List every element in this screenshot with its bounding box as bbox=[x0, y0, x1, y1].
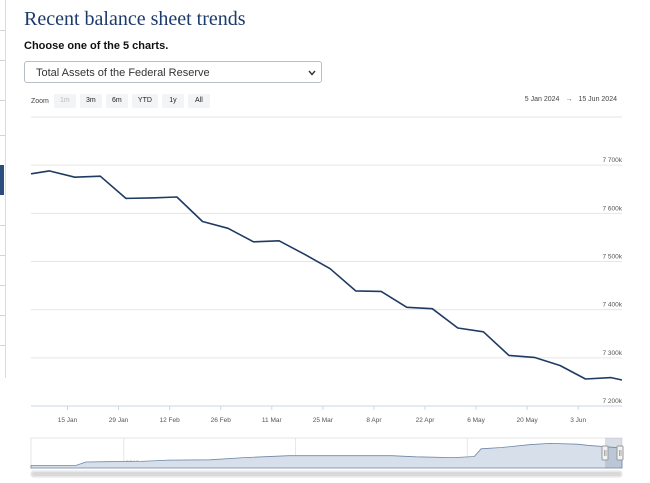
x-axis-labels: 15 Jan 29 Jan 12 Feb 26 Feb 11 Mar 25 Mar 8 Ap… bbox=[58, 406, 587, 424]
navigator-handle-right[interactable] bbox=[616, 445, 624, 461]
navigator-handle-left[interactable] bbox=[601, 445, 609, 461]
series-line bbox=[30, 170, 623, 381]
rail-tick bbox=[0, 100, 5, 101]
chevron-down-icon bbox=[308, 70, 316, 76]
rail-tick bbox=[0, 225, 5, 226]
y-tick-label: 7 200k bbox=[602, 398, 622, 405]
zoom-6m-button[interactable]: 6m bbox=[105, 94, 128, 108]
chart-select-value: Total Assets of the Federal Reserve bbox=[36, 67, 210, 79]
rail-tick bbox=[0, 285, 5, 286]
x-tick-label: 8 Apr bbox=[366, 417, 382, 424]
page-title: Recent balance sheet trends bbox=[24, 8, 246, 30]
zoom-label: Zoom bbox=[31, 97, 49, 105]
x-tick-label: 15 Jan bbox=[58, 417, 78, 424]
chart-select[interactable]: Total Assets of the Federal Reserve bbox=[24, 61, 322, 83]
navigator-mask bbox=[605, 438, 622, 468]
zoom-all-button[interactable]: All bbox=[187, 94, 210, 108]
range-from[interactable]: 5 Jan 2024 bbox=[524, 96, 560, 103]
x-tick-label: 3 Jun bbox=[570, 417, 586, 424]
date-range: 5 Jan 2024 → 15 Jun 2024 bbox=[525, 96, 617, 103]
x-tick-label: 26 Feb bbox=[211, 417, 232, 424]
zoom-1y-button[interactable]: 1y bbox=[161, 94, 184, 108]
x-tick-label: 11 Mar bbox=[262, 417, 283, 424]
navigator-area bbox=[30, 442, 623, 469]
grid-layer bbox=[31, 116, 622, 407]
rail-active-indicator bbox=[0, 165, 4, 195]
x-tick-label: 22 Apr bbox=[416, 417, 436, 424]
rail-tick bbox=[0, 60, 5, 61]
rail-tick bbox=[0, 315, 5, 316]
y-tick-label: 7 300k bbox=[602, 350, 622, 357]
rail-tick bbox=[0, 345, 5, 346]
zoom-ytd-button[interactable]: YTD bbox=[131, 94, 158, 108]
y-tick-label: 7 400k bbox=[602, 302, 622, 309]
y-tick-label: 7 700k bbox=[602, 157, 622, 164]
page-subtitle: Choose one of the 5 charts. bbox=[24, 40, 169, 52]
left-rail bbox=[0, 0, 6, 378]
y-tick-label: 7 500k bbox=[602, 254, 622, 261]
range-arrow: → bbox=[565, 96, 573, 103]
y-axis-labels: 7 200k 7 300k 7 400k 7 500k 7 600k 7 700k bbox=[602, 157, 622, 405]
scrollbar-thumb[interactable] bbox=[32, 472, 621, 476]
x-tick-label: 25 Mar bbox=[313, 417, 334, 424]
x-tick-label: 20 May bbox=[516, 417, 538, 424]
rail-tick bbox=[0, 135, 5, 136]
x-tick-label: 12 Feb bbox=[160, 417, 181, 424]
zoom-3m-button[interactable]: 3m bbox=[79, 94, 102, 108]
zoom-bar: Zoom 1m 3m 6m YTD 1y All bbox=[31, 93, 214, 109]
zoom-1m-button[interactable]: 1m bbox=[53, 94, 76, 108]
range-to[interactable]: 15 Jun 2024 bbox=[578, 96, 617, 103]
x-tick-label: 29 Jan bbox=[109, 417, 129, 424]
x-tick-label: 6 May bbox=[467, 417, 485, 424]
y-tick-label: 7 600k bbox=[602, 205, 622, 212]
rail-tick bbox=[0, 255, 5, 256]
rail-tick bbox=[0, 30, 5, 31]
